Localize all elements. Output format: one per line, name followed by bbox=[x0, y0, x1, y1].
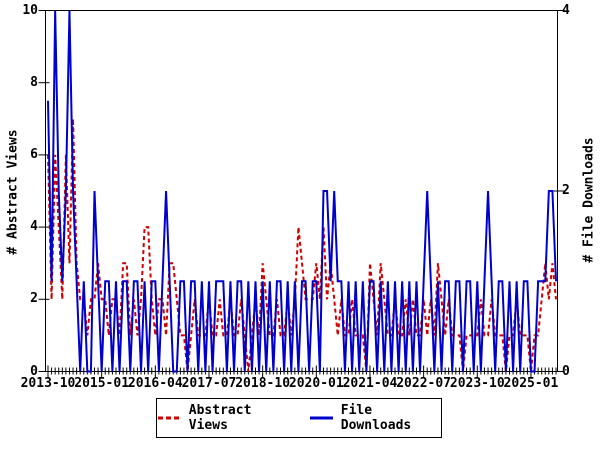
left-axis-tick-label: 6 bbox=[30, 146, 38, 162]
x-axis-tick-label: 2016-04 bbox=[127, 376, 183, 391]
right-axis-title: # File Downloads bbox=[581, 137, 597, 263]
x-axis-tick-label: 2017-07 bbox=[181, 376, 237, 391]
legend-label-file-downloads: File Downloads bbox=[340, 403, 412, 433]
x-axis-tick-label: 2021-04 bbox=[342, 376, 398, 391]
left-axis-tick-label: 4 bbox=[30, 219, 38, 235]
right-axis-tick-label: 4 bbox=[562, 2, 570, 18]
legend-label-abstract-views: Abstract Views bbox=[188, 403, 252, 433]
left-axis-tick-label: 8 bbox=[30, 74, 38, 90]
left-axis-tick-label: 2 bbox=[30, 291, 38, 307]
series-line-file-downloads bbox=[47, 10, 557, 373]
x-axis-tick-label: 2023-10 bbox=[449, 376, 505, 391]
right-axis-tick-label: 2 bbox=[562, 183, 570, 198]
left-axis-tick-label: 0 bbox=[30, 363, 38, 379]
right-axis-tick-label: 0 bbox=[562, 363, 570, 379]
x-axis-tick-label: 2022-07 bbox=[396, 376, 452, 391]
left-axis-tick-label: 10 bbox=[22, 2, 38, 18]
x-axis-tick-label: 2018-10 bbox=[235, 376, 291, 391]
x-axis-tick-label: 2020-01 bbox=[288, 376, 344, 391]
x-axis-tick-label: 2013-10 bbox=[20, 376, 76, 391]
legend-item-abstract-views: Abstract Views bbox=[157, 403, 289, 433]
legend-item-file-downloads: File Downloads bbox=[309, 403, 441, 433]
abstract-views-line-sample bbox=[158, 416, 181, 420]
file-downloads-line-sample bbox=[310, 416, 333, 420]
x-axis-tick-label: 2015-01 bbox=[74, 376, 130, 391]
x-axis-tick-label: 2025-01 bbox=[503, 376, 559, 391]
legend: Abstract Views File Downloads bbox=[156, 398, 442, 438]
